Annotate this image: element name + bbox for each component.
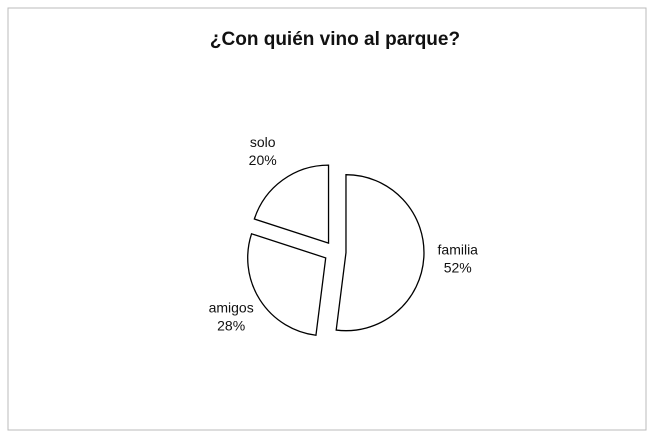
slice-label: solo — [250, 134, 276, 150]
pie-slice — [335, 174, 425, 332]
pie-slice — [253, 164, 330, 244]
slice-label: amigos — [209, 300, 254, 316]
slice-value-label: 20% — [249, 152, 277, 168]
slice-value-label: 52% — [444, 259, 472, 275]
slice-label: familia — [438, 241, 479, 257]
slice-value-label: 28% — [217, 318, 245, 334]
chart-title: ¿Con quién vino al parque? — [210, 29, 460, 50]
pie-slice — [247, 232, 327, 337]
